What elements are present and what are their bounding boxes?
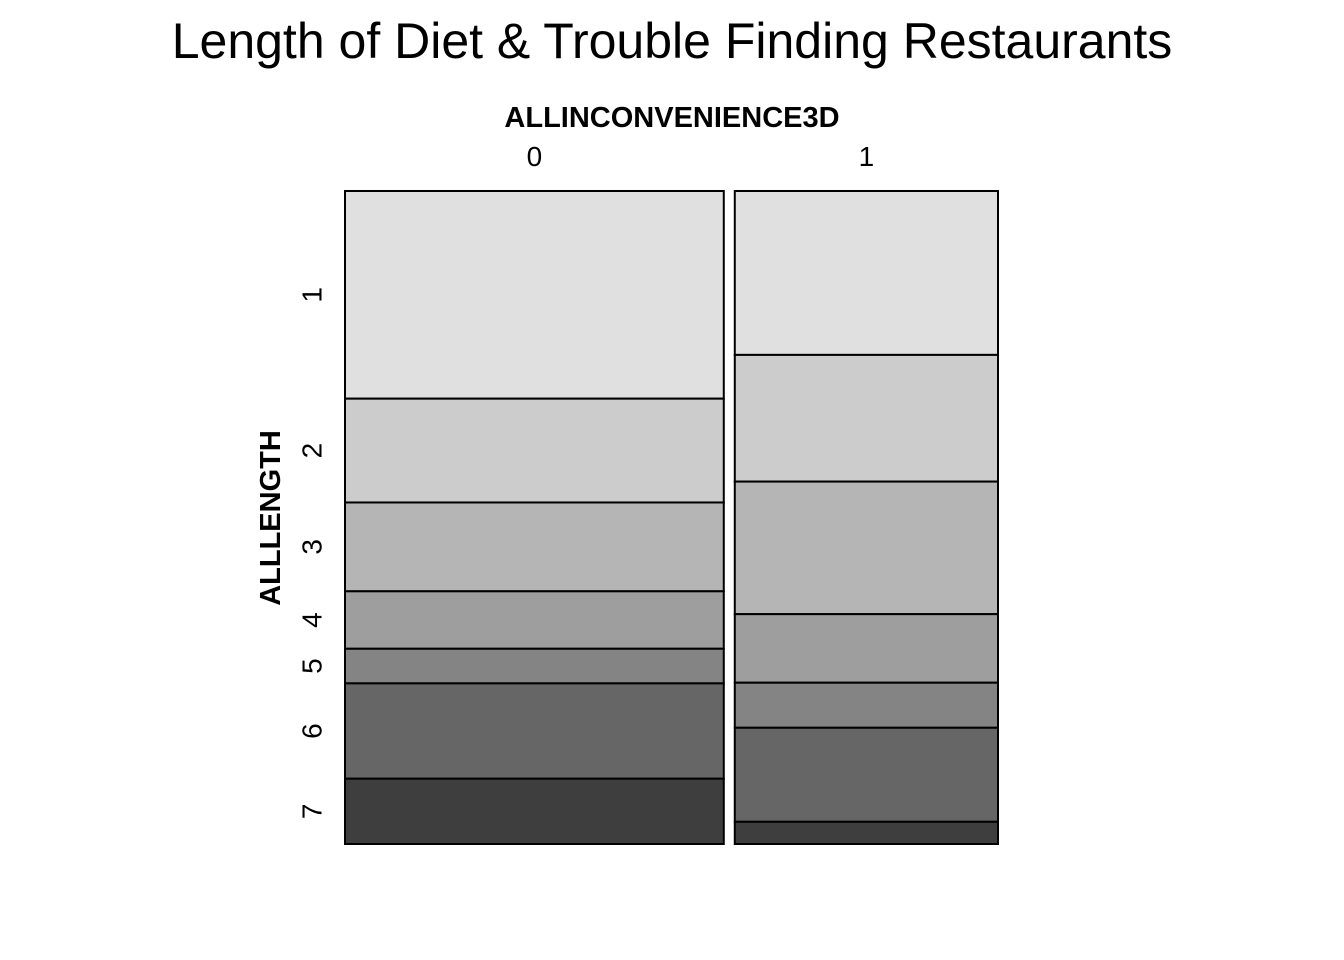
row-tick-label: 3 — [297, 539, 328, 555]
mosaic-tile — [733, 613, 1000, 684]
mosaic-tile — [344, 777, 725, 846]
mosaic-tile — [344, 190, 725, 400]
mosaic-tile — [344, 590, 725, 650]
column-tick-label: 1 — [859, 141, 875, 172]
mosaic-tile — [344, 397, 725, 504]
mosaic-tiles — [344, 190, 1000, 846]
mosaic-tile — [344, 501, 725, 593]
row-tick-label: 4 — [297, 612, 328, 628]
mosaic-tile — [733, 681, 1000, 729]
x-axis-label: ALLINCONVENIENCE3D — [504, 102, 839, 134]
mosaic-tile — [733, 726, 1000, 823]
row-tick-label: 7 — [297, 804, 328, 820]
mosaic-tile — [733, 480, 1000, 616]
row-tick-label: 5 — [297, 658, 328, 674]
mosaic-tile — [733, 820, 1000, 845]
mosaic-tile — [344, 647, 725, 685]
row-tick-label: 6 — [297, 723, 328, 739]
mosaic-tile — [344, 682, 725, 780]
row-tick-label: 1 — [297, 287, 328, 303]
column-tick-label: 0 — [527, 141, 543, 172]
mosaic-tile — [733, 353, 1000, 483]
mosaic-tile — [733, 190, 1000, 356]
row-tick-label: 2 — [297, 443, 328, 459]
chart-title: Length of Diet & Trouble Finding Restaur… — [172, 13, 1173, 69]
y-axis-label: ALLLENGTH — [255, 430, 287, 606]
row-tick-labels: 1 2 3 4 5 6 7 — [297, 287, 328, 819]
